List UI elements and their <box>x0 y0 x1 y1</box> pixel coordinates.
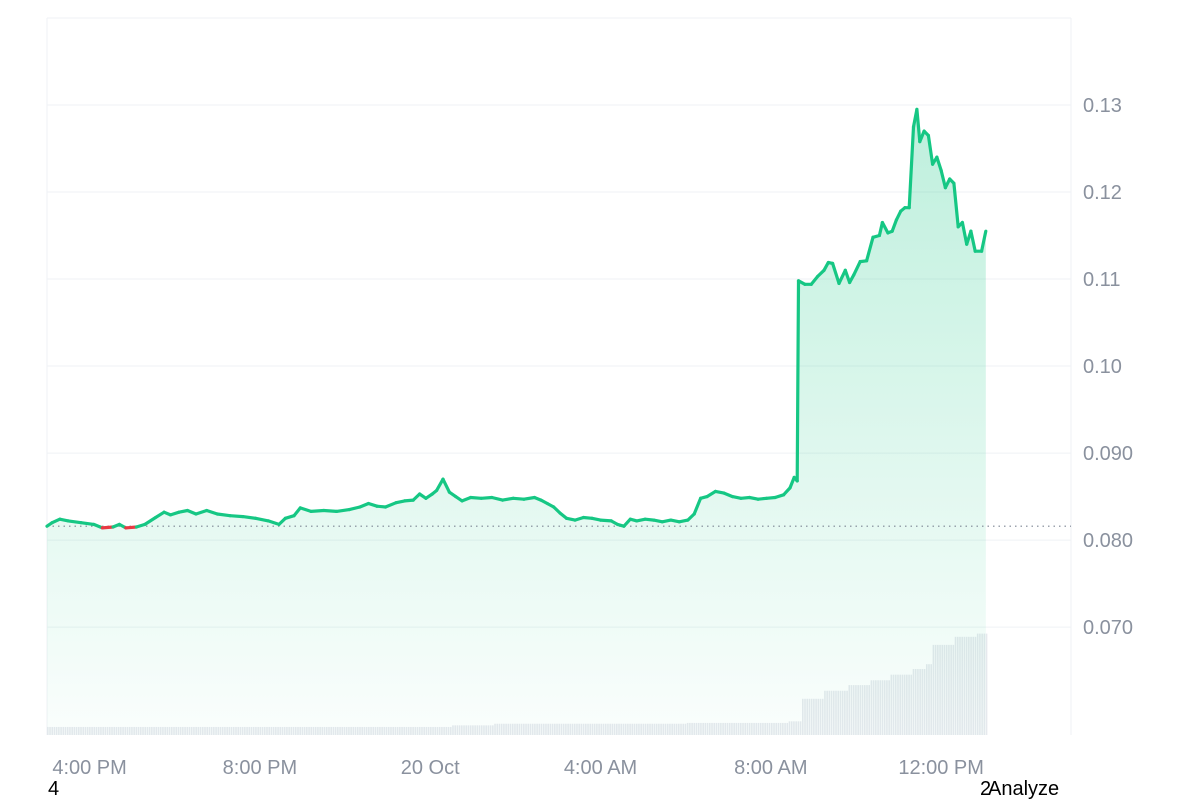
x-tick-label: 8:00 PM <box>223 757 297 779</box>
price-area-fill <box>47 109 986 735</box>
price-line-segment <box>809 274 820 286</box>
price-line-segment <box>143 515 158 527</box>
price-line-segment <box>939 168 948 190</box>
price-line-segment <box>890 218 899 233</box>
price-line-segment <box>228 514 245 519</box>
footer-label: 4 <box>48 778 60 800</box>
price-line-segment <box>598 518 613 523</box>
price-line-segment <box>205 508 219 516</box>
price-line-segment <box>843 268 852 285</box>
price-line-segment <box>241 514 258 520</box>
price-line-segment <box>692 496 703 516</box>
price-line-segment <box>215 512 232 518</box>
price-line-segment <box>795 279 801 483</box>
x-tick-label: 4:00 AM <box>564 757 637 779</box>
price-line-segment <box>915 107 922 144</box>
footer-badge: 2 <box>980 778 992 800</box>
price-line-segment <box>705 489 718 499</box>
price-line-segment <box>960 220 969 246</box>
price-line-segment <box>334 508 351 513</box>
price-line-segment <box>952 181 960 229</box>
price-line-segment <box>918 129 926 144</box>
price-line-segment <box>511 496 526 501</box>
price-line-segment <box>479 495 494 500</box>
price-line-segment <box>383 501 398 509</box>
x-tick-label: 4:00 PM <box>52 757 126 779</box>
price-line-segment <box>864 235 875 263</box>
volume-bar <box>985 633 988 735</box>
x-axis: 4:00 PM 8:00 PM 20 Oct 4:00 AM 8:00 AM 12:00 … <box>52 757 984 779</box>
price-line-segment <box>309 508 326 513</box>
x-tick-label: 12:00 PM <box>898 757 984 779</box>
price-line-segment <box>79 521 96 527</box>
price-line-segment <box>298 506 313 513</box>
price-line-segment <box>100 525 115 530</box>
price-line-segment <box>979 229 988 253</box>
price-line-segment <box>154 510 166 520</box>
y-tick-label: 0.090 <box>1083 443 1133 465</box>
price-line-segment <box>66 519 83 525</box>
price-line-segment <box>501 496 515 502</box>
y-tick-label: 0.070 <box>1083 617 1133 639</box>
price-line-segment <box>935 155 943 172</box>
price-line-segment <box>292 506 302 518</box>
price-line-segment <box>788 475 796 490</box>
y-tick-label: 0.12 <box>1083 182 1122 204</box>
price-line-segment <box>441 477 451 494</box>
price-line-segment <box>830 261 841 285</box>
price-line-segment <box>347 505 362 512</box>
price-line <box>45 107 988 530</box>
price-line-segment <box>254 516 270 523</box>
price-line-segment <box>969 229 977 253</box>
price-line-segment <box>124 525 138 530</box>
price-line-segment <box>852 260 862 277</box>
y-tick-label: 0.13 <box>1083 95 1122 117</box>
price-line-segment <box>907 125 916 210</box>
price-line-segment <box>322 508 339 513</box>
price-line-segment <box>435 477 445 493</box>
price-line-segment <box>469 495 483 500</box>
y-axis: 0.13 0.12 0.11 0.10 0.090 0.080 0.070 <box>1083 95 1133 639</box>
y-tick-label: 0.11 <box>1083 269 1120 291</box>
price-line-segment <box>926 133 935 166</box>
price-area <box>47 109 986 735</box>
x-tick-label: 8:00 AM <box>734 757 807 779</box>
price-line-segment <box>837 268 847 285</box>
x-tick-label: 20 Oct <box>401 757 460 779</box>
analyze-button[interactable]: Analyze <box>988 778 1060 800</box>
price-line-segment <box>490 495 505 502</box>
price-line-segment <box>522 495 537 501</box>
y-tick-label: 0.10 <box>1083 356 1122 378</box>
price-line-segment <box>194 508 209 516</box>
price-line-segment <box>894 209 903 222</box>
y-tick-label: 0.080 <box>1083 530 1133 552</box>
price-line-segment <box>880 220 890 235</box>
price-line-segment <box>266 519 281 527</box>
